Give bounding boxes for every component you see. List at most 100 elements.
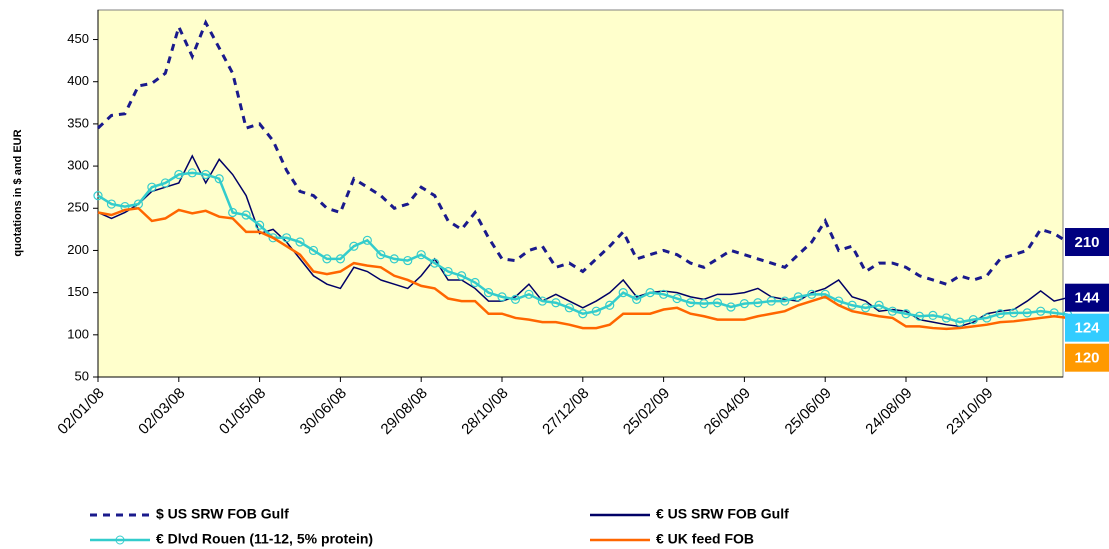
point (807, 289, 817, 299)
point (106, 199, 117, 209)
point (928, 310, 938, 321)
x-tick-label: 26/04/09 (701, 385, 754, 438)
end-label-box (1065, 313, 1109, 342)
point (470, 277, 480, 288)
point (349, 241, 359, 251)
point (780, 296, 790, 306)
point (457, 271, 467, 281)
point (914, 311, 925, 321)
y-tick-label: 150 (67, 284, 89, 299)
end-label: 120 (1074, 350, 1099, 367)
legend-marker (115, 535, 125, 545)
y-tick-label: 400 (67, 73, 89, 88)
point (281, 233, 292, 243)
y-tick-label: 200 (67, 242, 89, 257)
point (214, 174, 224, 184)
point (901, 309, 911, 319)
point (160, 178, 170, 188)
point (228, 207, 238, 218)
point (551, 298, 561, 308)
x-tick-label: 02/01/08 (54, 385, 107, 438)
y-tick-label: 450 (67, 31, 89, 46)
legend-label: € Dlvd Rouen (11-12, 5% protein) (156, 531, 373, 547)
point (510, 294, 521, 304)
point (968, 315, 978, 325)
point (982, 313, 992, 323)
point (322, 254, 332, 264)
series-line (97, 206, 1068, 331)
plot-area (97, 9, 1064, 378)
end-label: 210 (1074, 234, 1099, 251)
point (93, 191, 103, 201)
x-tick-label: 27/12/08 (539, 385, 592, 438)
point (860, 303, 871, 313)
end-label-box (1065, 228, 1109, 257)
series-line (96, 19, 1069, 286)
end-label: 144 (1074, 290, 1100, 307)
x-tick-label: 24/08/09 (862, 385, 915, 438)
y-tick-label: 300 (67, 158, 89, 173)
point (416, 250, 426, 260)
end-label-box (1065, 283, 1109, 312)
x-tick-label: 29/08/08 (378, 385, 431, 438)
y-tick-label: 100 (67, 326, 89, 341)
point (685, 298, 696, 308)
x-tick-label: 23/10/09 (943, 385, 996, 438)
point (578, 309, 588, 319)
point (672, 293, 682, 304)
point (308, 245, 319, 256)
x-tick-label: 02/03/08 (135, 385, 188, 438)
x-tick-label: 25/02/09 (620, 385, 673, 438)
point (564, 303, 574, 313)
point (766, 296, 776, 306)
x-tick-label: 25/06/09 (782, 385, 835, 438)
point (443, 266, 453, 277)
x-tick-label: 01/05/08 (216, 385, 269, 438)
y-tick-label: 50 (75, 368, 89, 383)
point (874, 300, 884, 310)
point (699, 299, 709, 309)
point (241, 210, 251, 220)
point (147, 182, 157, 192)
point (995, 309, 1005, 319)
point (591, 306, 601, 316)
point (793, 292, 803, 302)
point (497, 292, 507, 302)
point (739, 299, 750, 309)
point (295, 237, 305, 247)
point (430, 258, 440, 268)
series-line (97, 171, 1068, 324)
point (174, 169, 184, 180)
point (1036, 306, 1046, 316)
y-tick-label: 350 (67, 115, 89, 130)
legend-label: € US SRW FOB Gulf (656, 506, 789, 522)
point (1009, 308, 1019, 318)
point (537, 296, 548, 306)
point (658, 289, 669, 299)
y-axis-label: quotations in $ and EUR (12, 129, 24, 256)
point (201, 169, 211, 180)
point (483, 288, 494, 298)
point (362, 235, 372, 245)
point (1022, 308, 1032, 318)
point (618, 288, 628, 298)
point (255, 220, 265, 230)
series-line (97, 154, 1068, 328)
end-label: 124 (1074, 320, 1100, 337)
y-tick-label: 250 (67, 200, 89, 215)
x-tick-label: 28/10/08 (458, 385, 511, 438)
point (726, 302, 736, 312)
point (524, 289, 534, 299)
point (187, 168, 197, 178)
point (941, 313, 952, 323)
point (887, 306, 898, 316)
point (753, 298, 763, 308)
point (712, 298, 723, 308)
point (605, 300, 615, 310)
point (335, 254, 345, 264)
point (389, 254, 399, 264)
x-tick-label: 30/06/08 (297, 385, 350, 438)
legend-label: € UK feed FOB (656, 531, 754, 547)
point (632, 294, 642, 304)
